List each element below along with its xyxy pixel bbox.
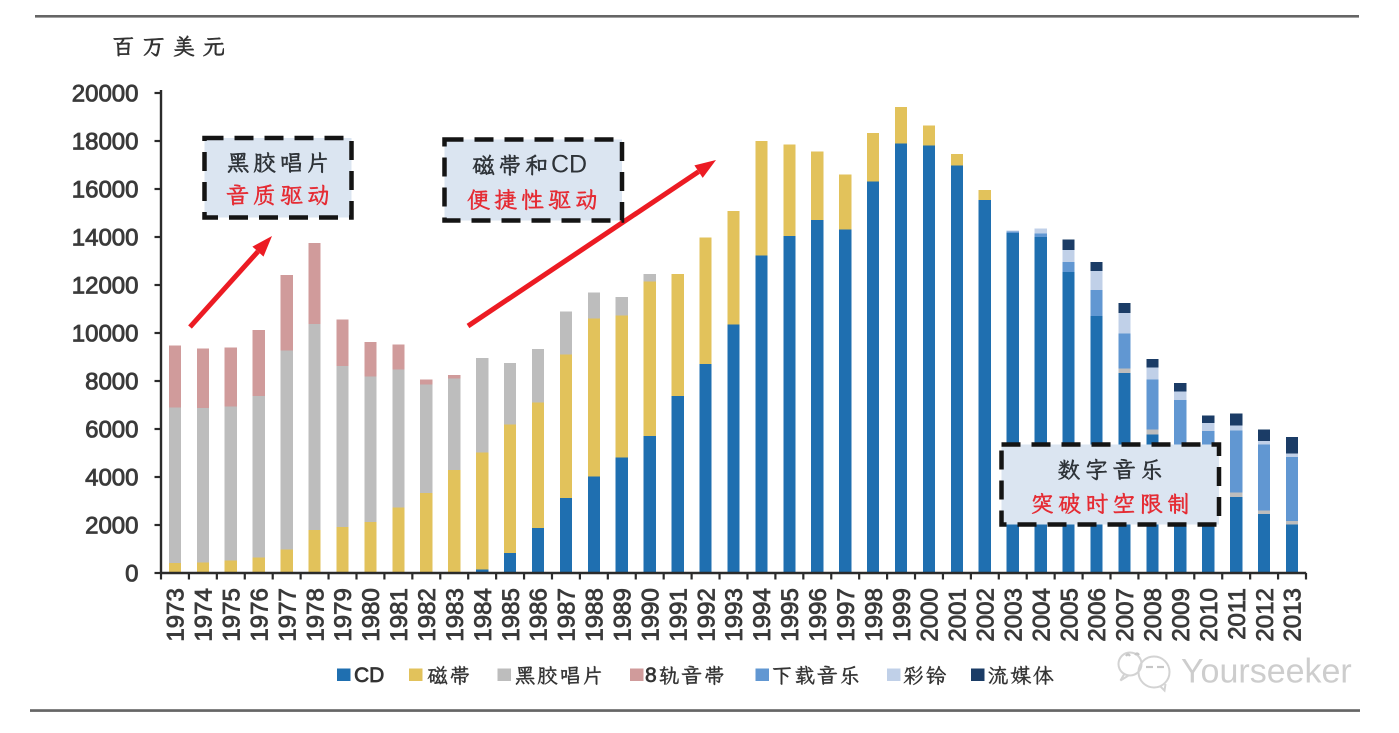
svg-text:CD: CD	[551, 151, 587, 179]
svg-text:2006: 2006	[1084, 588, 1111, 641]
svg-text:2004: 2004	[1028, 588, 1055, 641]
svg-text:CD: CD	[354, 664, 384, 687]
svg-text:2012: 2012	[1252, 588, 1279, 641]
svg-text:1997: 1997	[833, 588, 860, 641]
svg-text:1974: 1974	[191, 588, 218, 641]
svg-text:2000: 2000	[85, 513, 138, 540]
svg-text:1984: 1984	[470, 588, 497, 641]
svg-text:2009: 2009	[1168, 588, 1195, 641]
svg-text:2013: 2013	[1280, 588, 1307, 641]
svg-text:8: 8	[645, 664, 657, 687]
svg-text:1987: 1987	[554, 588, 581, 641]
svg-text:1993: 1993	[721, 588, 748, 641]
svg-text:1985: 1985	[498, 588, 525, 641]
svg-text:1980: 1980	[358, 588, 385, 641]
svg-text:1988: 1988	[582, 588, 609, 641]
svg-text:2005: 2005	[1056, 588, 1083, 641]
svg-text:1973: 1973	[163, 588, 190, 641]
svg-text:1983: 1983	[442, 588, 469, 641]
svg-text:6000: 6000	[85, 417, 138, 444]
svg-text:20000: 20000	[72, 81, 139, 108]
svg-text:1981: 1981	[386, 588, 413, 641]
svg-text:4000: 4000	[85, 465, 138, 492]
svg-text:8000: 8000	[85, 369, 138, 396]
svg-text:2011: 2011	[1224, 588, 1251, 640]
svg-text:0: 0	[125, 561, 138, 588]
svg-text:1978: 1978	[302, 588, 329, 641]
svg-text:10000: 10000	[72, 321, 139, 348]
svg-text:1990: 1990	[637, 588, 664, 641]
svg-text:14000: 14000	[72, 225, 139, 252]
svg-text:1975: 1975	[219, 588, 246, 641]
svg-text:1995: 1995	[777, 588, 804, 641]
svg-text:2002: 2002	[973, 588, 1000, 641]
svg-text:1999: 1999	[889, 588, 916, 641]
svg-text:2008: 2008	[1140, 588, 1167, 641]
svg-text:12000: 12000	[72, 273, 139, 300]
svg-text:1979: 1979	[330, 588, 357, 641]
svg-text:1989: 1989	[610, 588, 637, 641]
svg-text:2000: 2000	[917, 588, 944, 641]
svg-text:2003: 2003	[1001, 588, 1028, 641]
svg-text:Yourseeker: Yourseeker	[1181, 653, 1352, 691]
svg-text:2001: 2001	[945, 588, 972, 641]
svg-text:1992: 1992	[693, 588, 720, 641]
svg-text:1986: 1986	[526, 588, 553, 641]
svg-text:1982: 1982	[414, 588, 441, 641]
svg-text:1991: 1991	[665, 588, 692, 641]
svg-text:1976: 1976	[246, 588, 273, 641]
svg-text:1977: 1977	[274, 588, 301, 641]
svg-text:1996: 1996	[805, 588, 832, 641]
svg-text:1998: 1998	[861, 588, 888, 641]
svg-text:16000: 16000	[72, 177, 139, 204]
svg-text:2010: 2010	[1196, 588, 1223, 641]
svg-text:1994: 1994	[749, 588, 776, 641]
svg-text:2007: 2007	[1112, 588, 1139, 641]
svg-text:18000: 18000	[72, 129, 139, 156]
